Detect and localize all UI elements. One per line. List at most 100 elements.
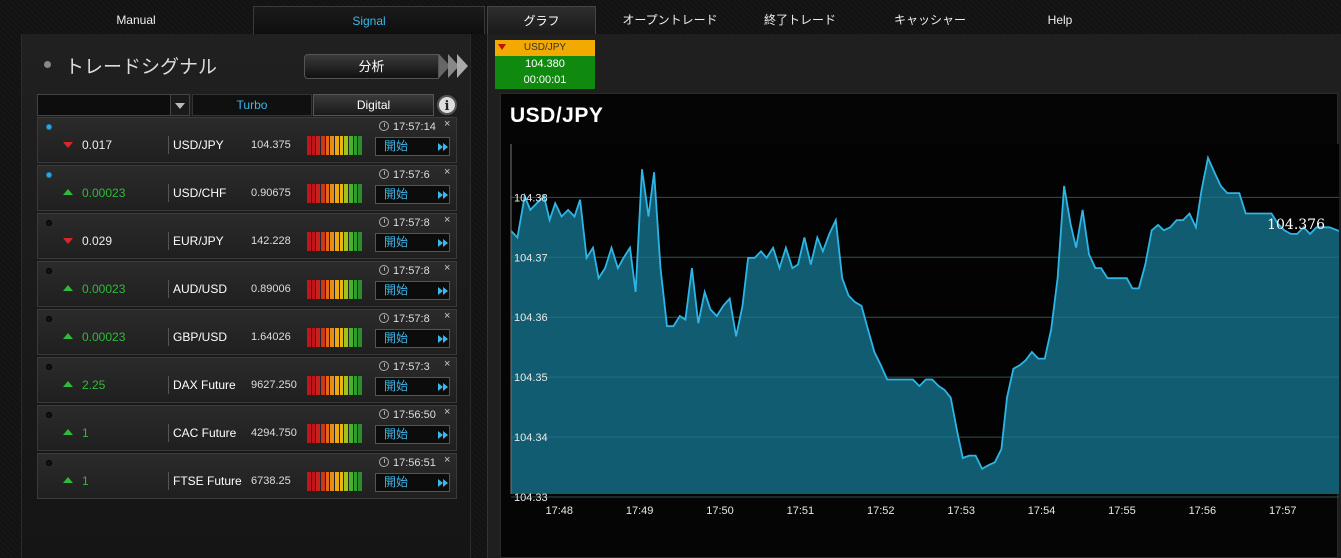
clock-icon [379, 361, 389, 371]
meter-segment: #9fc21c [344, 136, 349, 155]
signal-time: 17:57:6 [379, 169, 430, 181]
analyze-button[interactable]: 分析 [304, 54, 468, 79]
info-icon[interactable]: i [437, 95, 457, 115]
meter-segment: #e68e14 [330, 184, 335, 203]
signal-price: 0.90675 [251, 187, 291, 199]
signal-change: 0.017 [82, 138, 113, 152]
price-chart: 104.38 104.37 104.36 104.35 104.34 104.33 17:4… [500, 93, 1339, 558]
meter-segment: #e8b60f [339, 424, 344, 443]
nav-closed-trades[interactable]: 終了トレード [763, 13, 836, 27]
tab-digital[interactable]: Digital [313, 94, 434, 116]
nav-help[interactable]: Help [1047, 13, 1073, 27]
meter-segment: #c8221c [316, 136, 321, 155]
clock-icon [379, 409, 389, 419]
x-tick-label: 17:56 [1189, 505, 1217, 517]
signal-row[interactable]: 17:56:50 × 1 CAC Future 4294.750 #c0151b#c015… [37, 405, 457, 451]
meter-segment: #d1341d [321, 472, 325, 491]
fast-forward-icon [443, 143, 448, 151]
signal-strength-meter: #c0151b#c0151b#c8221c#d1341d#e06a18#e68e… [307, 328, 363, 347]
signal-time: 17:56:51 [379, 457, 436, 469]
signal-row[interactable]: 17:57:8 × 0.029 EUR/JPY 142.228 #c0151b#c0151… [37, 213, 457, 259]
start-trade-button[interactable]: 開始 [375, 233, 450, 252]
meter-segment: #eda812 [335, 472, 339, 491]
nav-cashier[interactable]: キャッシャー [893, 13, 966, 27]
start-trade-button[interactable]: 開始 [375, 425, 450, 444]
close-icon[interactable]: × [444, 214, 451, 226]
close-icon[interactable]: × [444, 406, 451, 418]
chevron-down-icon[interactable] [170, 94, 190, 116]
x-tick-label: 17:52 [867, 505, 895, 517]
signal-row[interactable]: 17:57:3 × 2.25 DAX Future 9627.250 #c0151b#c0… [37, 357, 457, 403]
signal-price: 9627.250 [251, 379, 297, 391]
meter-segment: #2f9c2f [353, 184, 358, 203]
meter-segment: #2a8e2a [358, 328, 363, 347]
signal-asset: DAX Future [173, 378, 236, 392]
fast-forward-icon [443, 287, 448, 295]
signal-change: 0.00023 [82, 282, 126, 296]
signal-row[interactable]: 17:57:6 × 0.00023 USD/CHF 0.90675 #c0151b#c01… [37, 165, 457, 211]
signal-time: 17:57:8 [379, 217, 430, 229]
tab-turbo[interactable]: Turbo [192, 94, 312, 116]
status-dot-icon [46, 460, 52, 466]
nav-manual[interactable]: Manual [116, 13, 156, 27]
signal-time: 17:57:3 [379, 361, 430, 373]
close-icon[interactable]: × [444, 310, 451, 322]
divider [168, 328, 169, 346]
x-tick-label: 17:57 [1269, 505, 1297, 517]
chevron-right-icon [457, 54, 468, 78]
start-trade-button[interactable]: 開始 [375, 137, 450, 156]
nav-signal[interactable]: Signal [253, 6, 485, 34]
start-trade-button[interactable]: 開始 [375, 377, 450, 396]
signal-row[interactable]: 17:57:14 × 0.017 USD/JPY 104.375 #c0151b#c015… [37, 117, 457, 163]
divider [168, 424, 169, 442]
close-icon[interactable]: × [444, 454, 451, 466]
signal-price: 4294.750 [251, 427, 297, 439]
meter-segment: #2f9c2f [353, 280, 358, 299]
signal-time-text: 17:57:8 [393, 217, 430, 229]
meter-segment: #e8b60f [339, 328, 344, 347]
asset-filter-dropdown[interactable] [37, 94, 190, 116]
signal-price: 104.375 [251, 139, 291, 151]
meter-segment: #2a8e2a [358, 376, 363, 395]
close-icon[interactable]: × [444, 118, 451, 130]
close-icon[interactable]: × [444, 262, 451, 274]
chevron-right-icon [439, 54, 450, 78]
close-icon[interactable]: × [444, 358, 451, 370]
close-icon[interactable]: × [444, 166, 451, 178]
chart-tab-price: 104.380 [525, 58, 565, 70]
meter-segment: #9fc21c [344, 376, 349, 395]
meter-segment: #2f9c2f [353, 424, 358, 443]
start-trade-label: 開始 [384, 379, 409, 393]
chart-tab-usdjpy[interactable]: USD/JPY 104.380 00:00:01 [495, 40, 595, 89]
meter-segment: #c0151b [307, 328, 311, 347]
signal-row[interactable]: 17:57:8 × 0.00023 AUD/USD 0.89006 #c0151b#c01… [37, 261, 457, 307]
signal-row[interactable]: 17:56:51 × 1 FTSE Future 6738.25 #c0151b#c015… [37, 453, 457, 499]
status-dot-icon [46, 268, 52, 274]
meter-segment: #d1341d [321, 232, 325, 251]
start-trade-button[interactable]: 開始 [375, 329, 450, 348]
start-trade-label: 開始 [384, 187, 409, 201]
meter-segment: #2f9c2f [353, 136, 358, 155]
meter-segment: #2a8e2a [358, 424, 363, 443]
nav-graph[interactable]: グラフ [487, 6, 596, 34]
fast-forward-icon [438, 287, 443, 295]
meter-segment: #c8221c [316, 424, 321, 443]
nav-open-trades[interactable]: オープントレード [622, 13, 718, 27]
meter-segment: #c0151b [311, 136, 316, 155]
meter-segment: #c0151b [307, 424, 311, 443]
divider [168, 280, 169, 298]
arrow-up-icon [63, 381, 73, 387]
start-trade-button[interactable]: 開始 [375, 473, 450, 492]
status-dot-icon [46, 172, 52, 178]
x-tick-label: 17:50 [706, 505, 734, 517]
start-trade-button[interactable]: 開始 [375, 185, 450, 204]
signal-row[interactable]: 17:57:8 × 0.00023 GBP/USD 1.64026 #c0151b#c01… [37, 309, 457, 355]
meter-segment: #c8221c [316, 184, 321, 203]
meter-segment: #e06a18 [325, 376, 330, 395]
arrow-up-icon [63, 333, 73, 339]
signal-strength-meter: #c0151b#c0151b#c8221c#d1341d#e06a18#e68e… [307, 184, 363, 203]
fast-forward-icon [443, 239, 448, 247]
start-trade-button[interactable]: 開始 [375, 281, 450, 300]
meter-segment: #c8221c [316, 232, 321, 251]
y-tick-label: 104.35 [514, 372, 548, 384]
